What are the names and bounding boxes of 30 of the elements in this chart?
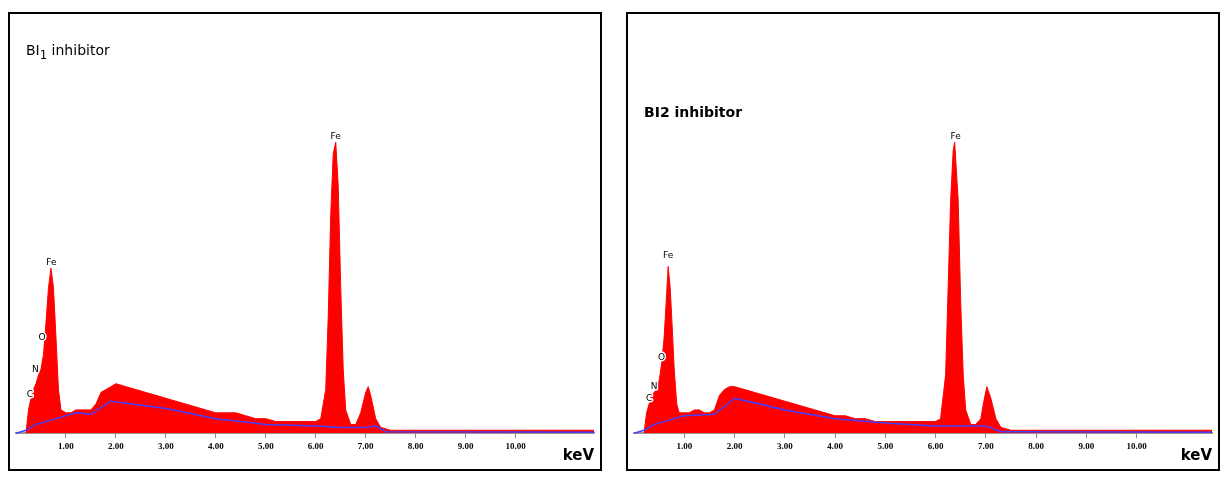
annotation: N [32, 363, 39, 374]
x-tick-label: 8.00 [407, 440, 425, 451]
x-tick-label: 7.00 [977, 440, 995, 451]
annotation: Fe [330, 131, 342, 142]
x-tick-label: 10.00 [1126, 440, 1148, 451]
annotation: N [650, 381, 658, 392]
x-axis-title: keV [562, 445, 595, 464]
x-tick-label: 1.00 [58, 440, 75, 451]
x-axis-title: keV [1180, 445, 1213, 464]
x-tick-label: 6.00 [927, 440, 944, 451]
x-tick-label: 7.00 [357, 440, 375, 451]
x-tick-label: 2.00 [726, 440, 743, 451]
x-tick-label: 9.00 [1078, 440, 1095, 451]
x-tick-label: 3.00 [776, 440, 794, 451]
x-tick-label: 8.00 [1028, 440, 1045, 451]
chart-title: BI2 inhibitor [644, 104, 743, 120]
x-tick-label: 2.00 [108, 440, 125, 451]
annotation: Fe [663, 250, 674, 261]
x-tick-label: 1.00 [676, 440, 693, 451]
x-tick-label: 4.00 [207, 440, 225, 451]
x-tick-label: 6.00 [307, 440, 325, 451]
chart-title: BI$_{1}$ inhibitor [26, 42, 110, 62]
x-tick-label: 4.00 [827, 440, 844, 451]
x-tick-label: 5.00 [257, 440, 275, 451]
x-tick-label: 10.00 [505, 440, 527, 451]
x-tick-label: 5.00 [877, 440, 894, 451]
x-tick-label: 3.00 [158, 440, 175, 451]
annotation: Fe [950, 131, 962, 142]
annotation: Fe [46, 257, 58, 268]
x-tick-label: 9.00 [457, 440, 474, 451]
